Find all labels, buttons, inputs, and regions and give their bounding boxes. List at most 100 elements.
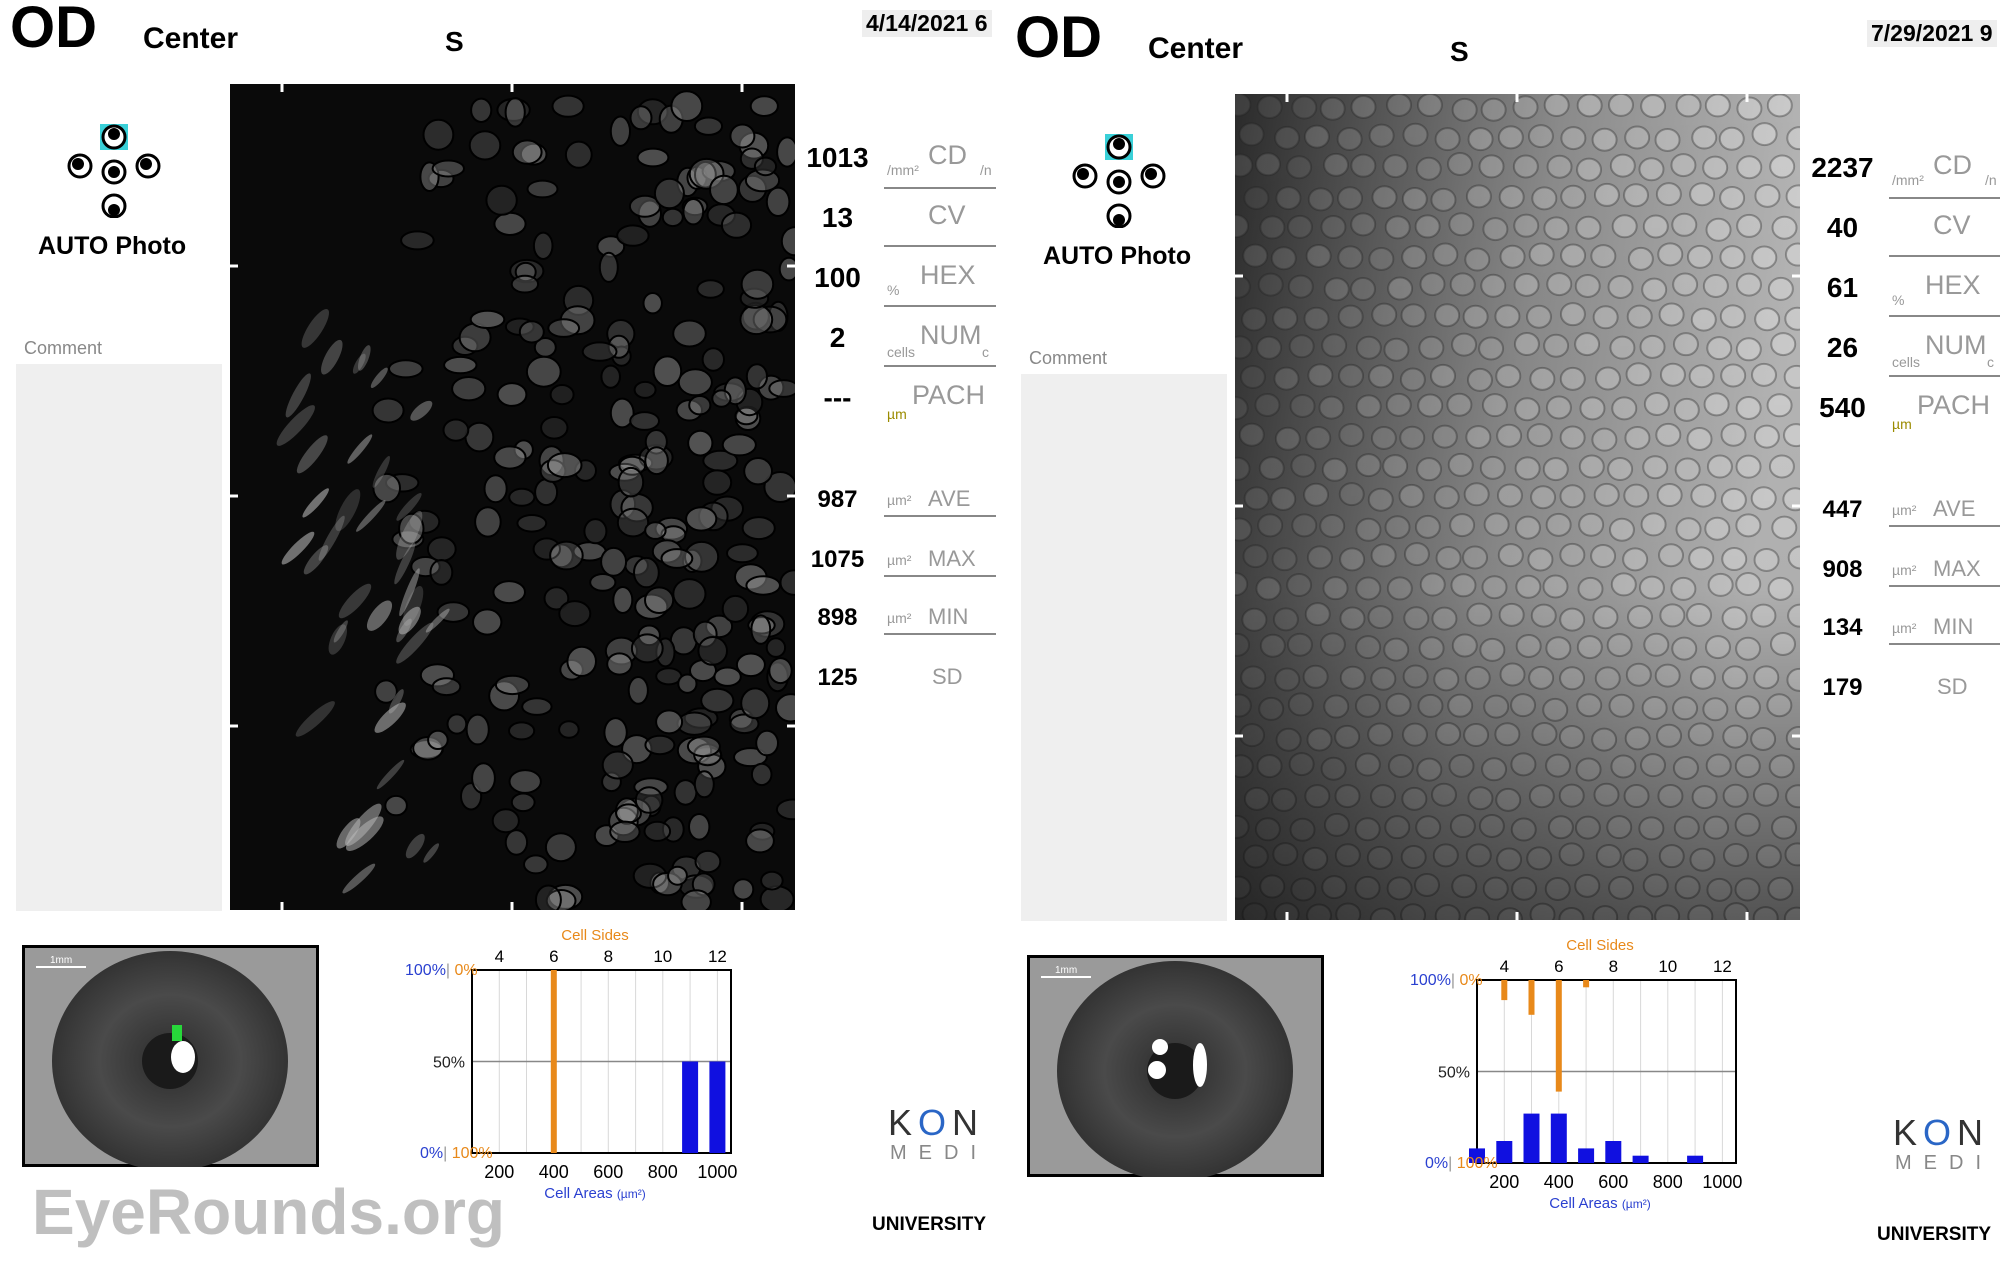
debris-streak bbox=[335, 489, 361, 532]
cell bbox=[398, 512, 425, 545]
cell bbox=[694, 160, 717, 189]
divider bbox=[884, 245, 996, 247]
endothelial-cells bbox=[276, 90, 795, 910]
cell bbox=[694, 849, 722, 874]
cell bbox=[443, 355, 478, 375]
cell-sides-series bbox=[550, 970, 557, 1153]
divider bbox=[1889, 255, 2000, 257]
debris-streak bbox=[357, 345, 371, 371]
report-panel-july: OD Center S 7/29/2021 9 AUTO Photo Comme… bbox=[1005, 10, 2000, 1271]
scale-ticks bbox=[1235, 94, 1800, 920]
reflection bbox=[1152, 1039, 1168, 1055]
cell bbox=[750, 614, 772, 645]
direction-label: S bbox=[445, 26, 464, 57]
y-label-middle: 50% bbox=[433, 1055, 465, 1072]
debris-streak bbox=[394, 541, 416, 585]
divider bbox=[1889, 375, 2000, 377]
cell bbox=[513, 439, 534, 461]
cell bbox=[574, 459, 597, 482]
cell bbox=[493, 445, 527, 470]
cell bbox=[607, 334, 631, 359]
cell bbox=[609, 397, 635, 429]
cell bbox=[446, 713, 468, 735]
measurement-column: 1013 /mm² CD /n 13 CV 100 % HEX 2 cells … bbox=[800, 0, 1000, 720]
cd-unit: /mm² bbox=[887, 162, 919, 178]
min-unit: µm² bbox=[1892, 620, 1917, 636]
cell-area-bar bbox=[1469, 1148, 1485, 1163]
cell bbox=[581, 341, 618, 362]
cell bbox=[721, 433, 757, 457]
debris-streak bbox=[399, 568, 420, 617]
cell bbox=[697, 636, 729, 666]
cell bbox=[701, 347, 725, 372]
cell bbox=[523, 854, 549, 875]
university-label: UNIVERSITY bbox=[872, 1214, 987, 1235]
eye-thumbnail: 1mm bbox=[1024, 952, 1327, 1181]
cell bbox=[680, 889, 712, 910]
cell bbox=[750, 762, 773, 787]
cell bbox=[465, 713, 490, 746]
cell bbox=[504, 829, 529, 856]
sd-value: 125 bbox=[817, 664, 858, 691]
cell bbox=[675, 399, 703, 422]
y-label-top-areas: 100% bbox=[1410, 972, 1451, 989]
cell-sides-series bbox=[1501, 980, 1590, 1092]
cell bbox=[700, 687, 735, 714]
cell bbox=[616, 224, 650, 247]
cell bbox=[630, 633, 664, 664]
pach-unit: µm bbox=[887, 406, 907, 422]
cell-side-bar bbox=[1528, 980, 1535, 1015]
eye-label: OD bbox=[10, 0, 97, 60]
location-label: Center bbox=[143, 22, 239, 55]
cd-label: CD bbox=[928, 140, 967, 170]
comment-label: Comment bbox=[1029, 348, 1108, 368]
max-value: 908 bbox=[1822, 556, 1863, 583]
cell-sides-tick: 8 bbox=[604, 947, 613, 966]
divider bbox=[1889, 197, 2000, 199]
cell bbox=[644, 586, 675, 615]
cell bbox=[633, 556, 660, 589]
debris-streak bbox=[301, 308, 330, 348]
cell bbox=[629, 105, 653, 131]
university-label: UNIVERSITY bbox=[1877, 1224, 1992, 1245]
min-value: 134 bbox=[1822, 614, 1863, 641]
comment-box[interactable] bbox=[1021, 374, 1227, 921]
y-label-top: 100%| 0% bbox=[405, 962, 478, 979]
debris-streak bbox=[333, 620, 348, 643]
cell bbox=[427, 168, 455, 189]
cell bbox=[687, 429, 714, 457]
cell bbox=[637, 199, 662, 228]
cell bbox=[655, 709, 684, 735]
comment-label: Comment bbox=[24, 338, 103, 358]
cd-unit: /mm² bbox=[1892, 172, 1924, 188]
cell bbox=[692, 620, 718, 648]
debris-streak bbox=[388, 689, 404, 714]
debris-streak bbox=[374, 702, 406, 733]
exam-date: 4/14/2021 6 bbox=[862, 10, 992, 37]
cell bbox=[518, 320, 545, 344]
cell bbox=[544, 832, 577, 863]
cell-areas-series bbox=[1469, 1113, 1704, 1163]
ave-label: AVE bbox=[1933, 496, 1976, 521]
logo-letter: N bbox=[1957, 1112, 1990, 1153]
reflection bbox=[1193, 1043, 1207, 1087]
debris-streak bbox=[295, 701, 335, 737]
logo-subtitle: MEDI bbox=[1895, 1152, 1993, 1174]
cell-areas-tick: 800 bbox=[1653, 1172, 1683, 1192]
debris-streak bbox=[396, 493, 422, 521]
cv-label: CV bbox=[1933, 210, 1971, 240]
cell-areas-tick: 600 bbox=[593, 1162, 623, 1182]
cell bbox=[698, 501, 729, 532]
pach-value: --- bbox=[823, 382, 852, 413]
cell bbox=[741, 516, 776, 541]
debris-streak bbox=[285, 373, 311, 418]
comment-box[interactable] bbox=[16, 364, 222, 911]
divider bbox=[884, 187, 996, 189]
cell bbox=[653, 177, 685, 210]
debris-streak bbox=[318, 515, 345, 561]
cell bbox=[672, 578, 707, 610]
hex-label: HEX bbox=[1925, 270, 1981, 300]
num-value: 26 bbox=[1826, 332, 1859, 363]
konan-logo: KON bbox=[888, 1102, 984, 1144]
debris-streak bbox=[403, 585, 424, 626]
